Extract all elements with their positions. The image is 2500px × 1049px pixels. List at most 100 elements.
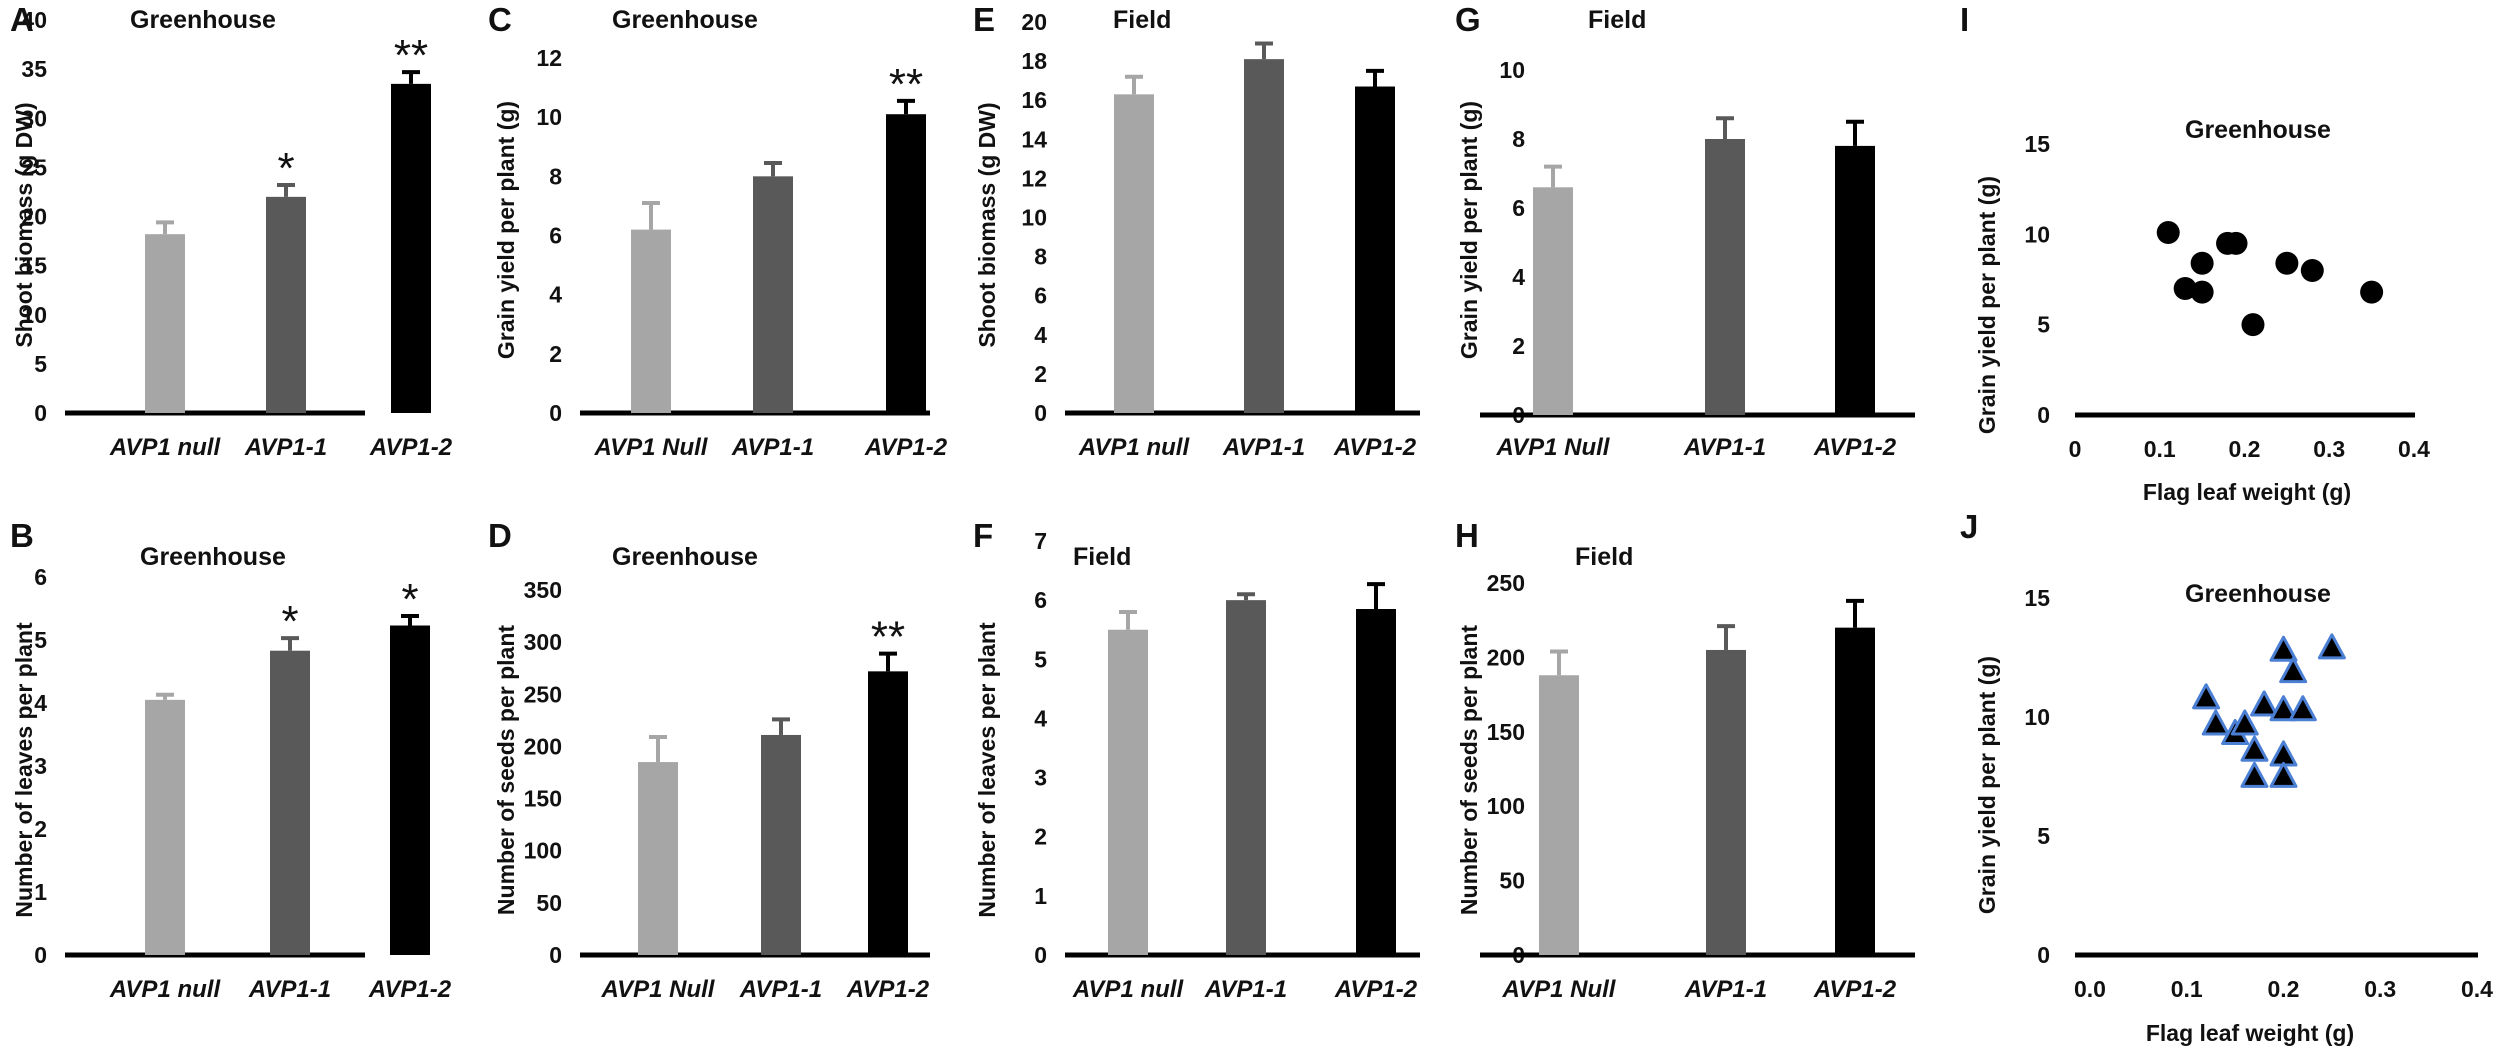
bar (270, 650, 310, 955)
y-tick-label: 6 (34, 564, 47, 590)
y-tick-label: 4 (1034, 705, 1047, 731)
panel-letter: J (1960, 508, 1978, 545)
x-tick-label: 0.4 (2461, 976, 2493, 1002)
bar (868, 671, 908, 955)
bar (638, 762, 678, 955)
y-tick-label: 3 (34, 753, 47, 779)
y-tick-label: 10 (2024, 704, 2050, 730)
bar (390, 625, 430, 955)
x-tick-label: 0.1 (2144, 436, 2176, 462)
bar (391, 83, 431, 414)
y-tick-label: 10 (1499, 57, 1525, 83)
significance-marker: * (281, 597, 298, 646)
data-point (2300, 258, 2324, 282)
x-axis-label: Flag leaf weight (g) (2146, 1020, 2354, 1046)
category-label: AVP1 null (1078, 434, 1191, 461)
y-tick-label: 200 (524, 733, 562, 759)
category-label: AVP1-1 (731, 434, 814, 461)
panel-title: Greenhouse (612, 6, 758, 34)
significance-marker: * (401, 575, 418, 624)
category-label: AVP1-2 (846, 976, 930, 1003)
panel-title: Greenhouse (2185, 116, 2331, 144)
y-axis-label: Shoot biomass (g DW) (974, 102, 1000, 347)
bar (1226, 600, 1266, 955)
category-label: AVP1-2 (368, 976, 452, 1003)
data-point (2240, 761, 2269, 788)
y-tick-label: 40 (21, 7, 47, 33)
panel-b: B Greenhouse Number of leaves per plant 0 1 2… (10, 517, 452, 1003)
significance-marker: ** (871, 613, 905, 662)
category-label: AVP1 Null (594, 434, 709, 461)
panel-letter: C (488, 1, 512, 38)
bar (1539, 675, 1579, 955)
y-tick-label: 4 (1512, 264, 1525, 290)
y-tick-label: 100 (1487, 793, 1525, 819)
y-tick-label: 20 (1021, 9, 1047, 35)
panel-letter: A (10, 1, 34, 38)
y-tick-label: 300 (524, 629, 562, 655)
bar (1705, 139, 1745, 415)
significance-marker: * (277, 144, 294, 193)
panel-letter: H (1455, 517, 1479, 554)
data-point (2288, 695, 2317, 722)
y-tick-label: 350 (524, 577, 562, 603)
y-tick-label: 150 (1487, 719, 1525, 745)
x-tick-label: 0.3 (2313, 436, 2345, 462)
y-tick-label: 6 (1034, 587, 1047, 613)
category-label: AVP1-1 (1684, 976, 1767, 1003)
bar (753, 176, 793, 413)
panel-letter: D (488, 517, 512, 554)
y-tick-label: 35 (21, 56, 47, 82)
panel-j: J Greenhouse Grain yield per plant (g) Flag… (1960, 508, 2493, 1046)
y-tick-label: 1 (34, 879, 47, 905)
y-axis-label: Grain yield per plant (g) (1974, 656, 2000, 914)
y-tick-label: 8 (1034, 244, 1047, 270)
y-tick-label: 6 (1034, 283, 1047, 309)
panel-title: Field (1073, 543, 1131, 571)
y-tick-label: 6 (1512, 195, 1525, 221)
x-tick-label: 0.0 (2074, 976, 2106, 1002)
y-tick-label: 5 (2037, 823, 2050, 849)
x-tick-label: 0.2 (2268, 976, 2300, 1002)
data-point (2224, 231, 2248, 255)
data-point (2360, 280, 2384, 304)
bar (145, 234, 185, 413)
y-tick-label: 2 (549, 341, 562, 367)
y-tick-label: 1 (1034, 883, 1047, 909)
y-axis-label: Grain yield per plant (g) (493, 101, 519, 359)
y-tick-label: 5 (34, 627, 47, 653)
panel-title: Field (1575, 543, 1633, 571)
y-axis-label: Number of seeds per plant (1456, 625, 1482, 915)
category-label: AVP1-1 (1222, 434, 1305, 461)
panel-title: Greenhouse (130, 6, 276, 34)
y-tick-label: 0 (1034, 942, 1047, 968)
panel-letter: I (1960, 1, 1969, 38)
y-tick-label: 4 (549, 282, 562, 308)
y-tick-label: 6 (549, 223, 562, 249)
y-tick-label: 30 (21, 105, 47, 131)
bar (1835, 145, 1875, 415)
panel-a: A Greenhouse Shoot biomass (g DW) 0 5 10 15 20 2… (10, 1, 453, 461)
y-axis-label: Grain yield per plant (g) (1974, 176, 2000, 434)
data-point (2156, 221, 2180, 245)
data-point (2269, 635, 2298, 662)
bar (1108, 629, 1148, 955)
y-tick-label: 25 (21, 154, 47, 180)
y-tick-label: 7 (1034, 528, 1047, 554)
bar (1355, 86, 1395, 413)
panel-title: Greenhouse (612, 543, 758, 571)
y-tick-label: 250 (1487, 570, 1525, 596)
category-label: AVP1-2 (1813, 434, 1897, 461)
panel-title: Greenhouse (2185, 580, 2331, 608)
category-label: AVP1-1 (739, 976, 822, 1003)
y-tick-label: 2 (1512, 333, 1525, 359)
data-point (2279, 657, 2308, 684)
category-label: AVP1-2 (1334, 976, 1418, 1003)
y-axis-label: Number of seeds per plant (493, 625, 519, 915)
data-point (2269, 761, 2298, 788)
y-tick-label: 20 (21, 204, 47, 230)
panel-i: I Greenhouse Grain yield per plant (g) Flag… (1960, 1, 2430, 505)
data-point (2240, 735, 2269, 762)
